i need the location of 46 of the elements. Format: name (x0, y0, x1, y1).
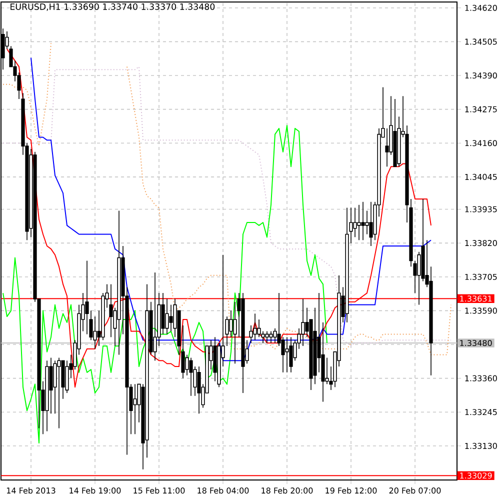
x-tick-label: 18 Feb 20:00 (262, 487, 313, 494)
candlestick (169, 304, 173, 332)
candlestick (189, 357, 193, 396)
candlestick (289, 336, 293, 373)
candlestick (361, 202, 365, 241)
candlestick (357, 204, 361, 241)
candlestick (229, 310, 233, 338)
y-tick-label: 1.33245 (465, 409, 497, 416)
y-tick-label: 1.34160 (465, 140, 497, 146)
y-tick-label: 1.33130 (465, 442, 497, 449)
y-tick-label: 1.34620 (465, 4, 497, 11)
ref-line-label: 1.33631 (460, 296, 492, 302)
ref-line-label: 1.33480 (460, 340, 492, 346)
y-tick-label: 1.33705 (465, 274, 497, 280)
candlestick (353, 207, 357, 238)
candlestick (57, 357, 61, 429)
y-tick-label: 1.33820 (465, 240, 497, 246)
y-tick-label: 1.34045 (465, 174, 497, 180)
chart-title: EURUSD,H1 1.33690 1.33740 1.33370 1.33480 (10, 3, 215, 11)
candlestick (133, 384, 137, 435)
candlestick (153, 272, 157, 362)
candlestick (285, 336, 289, 373)
y-tick-label: 1.33360 (465, 375, 497, 382)
candlestick (385, 128, 389, 168)
x-tick-label: 15 Feb 11:00 (134, 487, 185, 494)
y-tick-label: 1.33590 (465, 308, 497, 314)
x-tick-label: 19 Feb 12:00 (326, 487, 377, 494)
ref-line-label: 1.33029 (460, 472, 492, 479)
y-tick-label: 1.33935 (465, 206, 497, 212)
x-tick-label: 14 Feb 2013 (6, 487, 56, 494)
candlestick (253, 313, 257, 340)
candlestick (49, 357, 53, 414)
candlestick (269, 330, 273, 344)
candlestick (161, 292, 165, 335)
candlestick (265, 330, 269, 344)
candlestick (369, 202, 373, 246)
x-tick-label: 20 Feb 07:00 (389, 487, 441, 494)
x-tick-label: 18 Feb 04:00 (198, 487, 249, 494)
x-tick-label: 14 Feb 19:00 (70, 487, 121, 494)
candlestick (301, 298, 305, 346)
y-tick-label: 1.34275 (465, 106, 497, 112)
candlestick (165, 298, 169, 335)
y-tick-label: 1.34390 (465, 72, 497, 79)
y-tick-label: 1.34505 (465, 38, 497, 45)
candlestick (197, 366, 201, 414)
candlestick (365, 210, 369, 235)
